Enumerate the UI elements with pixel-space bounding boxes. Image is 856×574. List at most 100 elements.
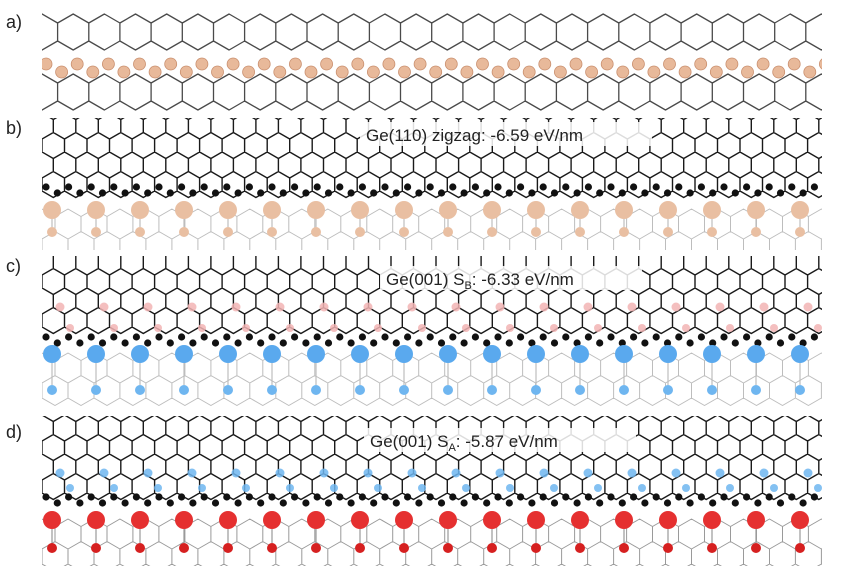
panel-d-edge-atom	[596, 499, 604, 507]
panel-c-graphene-sheet	[42, 256, 822, 335]
panel-b-edge-atom	[53, 189, 61, 197]
panel-c-edge-atom	[132, 333, 140, 341]
panel-c-edge-atom	[743, 333, 751, 341]
panel-d-edge-atom	[279, 499, 287, 507]
panel-b-lower-atom	[751, 227, 761, 237]
panel-c-edge-atom	[517, 333, 525, 341]
panel-b-substrate-lattice	[42, 208, 822, 250]
panel-b-edge-atom	[381, 183, 389, 191]
panel-b-edge-atom	[358, 183, 366, 191]
panel-d-lower-atom	[707, 543, 717, 553]
panel-c-edge-atom	[324, 339, 333, 347]
panel-d-edge-atom	[505, 499, 513, 507]
panel-d-top-atom	[759, 468, 769, 478]
panel-a-atom	[335, 65, 349, 79]
panel-a-atom	[632, 57, 645, 71]
panel-d-edge-atom	[53, 499, 61, 507]
panel-d-lower-atom	[575, 543, 585, 553]
panel-b-edge-atom	[765, 183, 773, 191]
panel-d-top-atom	[627, 468, 637, 478]
panel-d-edge-atom	[144, 499, 152, 507]
panel-b-edge-atom	[404, 183, 412, 191]
panel-d-substrate-atom	[43, 511, 61, 529]
panel-c-top-atom	[726, 324, 734, 332]
panel-b-edge-atom	[313, 183, 321, 191]
panel-d-substrate-atom	[791, 511, 809, 529]
panel-b-edge-atom	[652, 183, 660, 191]
panel-a-atom	[304, 65, 318, 79]
panel-d-top-atom	[814, 484, 822, 492]
panel-b-substrate-atom	[703, 201, 721, 219]
panel-d-edge-atom	[483, 499, 491, 507]
panel-c-lower-atom	[663, 385, 673, 395]
panel-c-edge-atom	[686, 339, 694, 347]
panel-b-edge-atom	[132, 183, 140, 191]
panel-a-atom	[102, 57, 115, 71]
panel-b-edge-atom	[110, 183, 118, 191]
panel-d-top-atom	[319, 468, 329, 478]
panel-c-edge-atom	[144, 339, 152, 347]
panel-d-edge-atom	[697, 493, 706, 501]
panel-a-atom	[273, 65, 287, 79]
panel-a-atom	[772, 65, 786, 79]
panel-c-lower-atom	[487, 385, 497, 395]
panel-b-substrate-atom	[571, 201, 589, 219]
panel-d-edge-atom	[776, 499, 785, 507]
panel-b-substrate-atom	[219, 201, 237, 219]
panel-c-edge-atom	[652, 333, 660, 341]
panel-c-lower-atom	[751, 385, 761, 395]
panel-c-edge-atom	[404, 333, 412, 341]
panel-b-annotation-value: -6.59 eV/nm	[490, 126, 583, 145]
panel-d-lower-atom	[663, 543, 673, 553]
panel-b-substrate-atom	[483, 201, 501, 219]
panel-d-substrate-atom	[703, 511, 721, 529]
panel-d-edge-atom	[539, 493, 547, 501]
panel-d-edge-atom	[618, 499, 626, 507]
panel-c-edge-atom	[697, 333, 706, 341]
panel-d-substrate-atom	[483, 511, 501, 529]
panel-b-edge-atom	[562, 183, 570, 191]
panel-c-lower-atom	[531, 385, 541, 395]
panel-c-edge-atom	[539, 333, 547, 341]
panel-d-edge-atom	[720, 493, 728, 501]
panel-d-substrate-lattice	[42, 518, 822, 566]
panel-d-substrate-atom	[527, 511, 545, 529]
panel-d-top-atom	[66, 484, 74, 492]
panel-b-lower-atom	[707, 227, 717, 237]
panel-d-substrate-atom	[395, 511, 413, 529]
panel-d-top-atom	[506, 484, 514, 492]
panel-a-atom	[569, 57, 583, 71]
panel-c-top-atom	[814, 324, 822, 332]
panel-b-lower-atom	[135, 227, 145, 237]
panel-d-lower-atom	[487, 543, 497, 553]
panel-a-atom	[55, 65, 68, 79]
panel-c-edge-atom	[641, 339, 649, 347]
panel-a-atom	[86, 65, 100, 79]
panel-d-edge-atom	[392, 499, 400, 507]
panel-b-label: b)	[6, 118, 22, 138]
panel-c-substrate-atom	[747, 345, 765, 363]
panel-c-substrate-atom	[527, 345, 545, 363]
panel-b-edge-atom	[550, 189, 559, 197]
panel-c-top-atom	[55, 302, 65, 312]
panel-b-edge-atom	[494, 183, 502, 191]
panel-d-edge-atom	[381, 493, 389, 501]
panel-b-edge-atom	[87, 183, 95, 191]
panel-b-energy-annotation: Ge(110) zigzag: -6.59 eV/nm	[366, 126, 583, 145]
panel-d-substrate-atom	[659, 511, 677, 529]
panel-c-top-atom	[319, 302, 329, 312]
panel-b-edge-atom	[697, 183, 706, 191]
panel-c-edge-atom	[87, 333, 95, 341]
panel-d-lower-atom	[91, 543, 101, 553]
panel-c-lower-atom	[399, 385, 409, 395]
panel-c-top-atom	[110, 324, 118, 332]
panel-c-energy-annotation: Ge(001) SB: -6.33 eV/nm	[386, 270, 574, 292]
panel-a-atom	[288, 57, 302, 71]
panel-c-edge-atom	[415, 339, 423, 347]
panel-b-edge-atom	[291, 183, 299, 191]
panel-a-atom	[117, 65, 131, 79]
panel-d-edge-atom	[42, 493, 50, 501]
panel-b-edge-atom	[686, 189, 694, 197]
panel-d-edge-atom	[494, 493, 502, 501]
panel-b: b) Ge(110) zigzag: -6.59 eV/nm	[6, 118, 822, 250]
